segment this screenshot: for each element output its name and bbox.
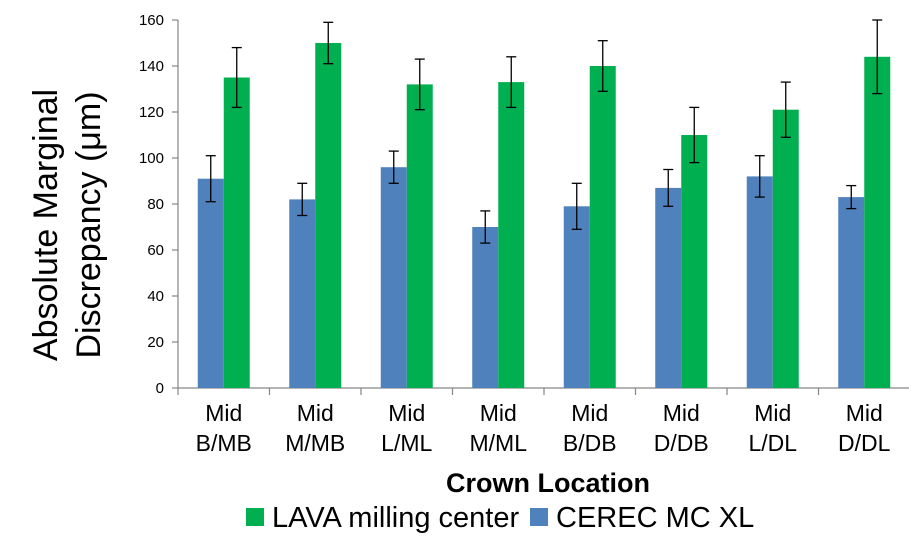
x-axis-label: Crown Location (446, 468, 650, 498)
x-category-label: Mid (297, 400, 334, 426)
legend: LAVA milling center CEREC MC XL (246, 502, 754, 534)
error-bar (506, 56, 517, 109)
bar-cerec (472, 227, 499, 388)
x-category-label: Mid (571, 400, 608, 426)
y-axis-label-line-1: Absolute Marginal (27, 89, 65, 361)
y-tick-label: 80 (147, 196, 164, 213)
x-category-label: L/ML (381, 430, 432, 456)
bar-lava (864, 56, 891, 389)
x-category-label: L/DL (748, 430, 797, 456)
bar-cerec (289, 199, 316, 388)
bar-lava (498, 82, 525, 388)
x-category-label: D/DB (654, 430, 709, 456)
y-axis-label: Absolute Marginal Discrepancy (μm) (27, 89, 108, 361)
x-category-label: Mid (846, 400, 883, 426)
y-tick-label: 20 (147, 334, 164, 351)
x-category-label: Mid (663, 400, 700, 426)
bar-lava (681, 135, 708, 388)
bar-lava (772, 109, 799, 388)
bar-cerec (563, 206, 590, 388)
error-bar (689, 106, 700, 164)
y-tick-label: 60 (147, 242, 164, 259)
error-bar (205, 155, 216, 203)
legend-label: LAVA milling center (272, 502, 519, 534)
error-bar (414, 58, 425, 111)
bar-cerec (655, 187, 682, 388)
error-bar (663, 168, 674, 207)
error-bar (231, 46, 242, 109)
y-tick-label: 0 (156, 380, 164, 397)
x-category-label: M/ML (470, 430, 528, 456)
y-tick-label: 140 (139, 58, 164, 75)
bar-cerec (197, 178, 224, 388)
x-category-labels: Mid B/MB Mid M/MB Mid L/ML Mid M/ML Mid B/DB Mid D/… (196, 400, 891, 456)
y-tick-label: 120 (139, 104, 164, 121)
bars (197, 19, 891, 389)
x-category-label: Mid (480, 400, 517, 426)
error-bar (754, 155, 765, 198)
error-bar (480, 210, 491, 244)
bar-lava (223, 77, 250, 388)
error-bar (297, 182, 308, 217)
y-tick-label: 100 (139, 150, 164, 167)
y-axis-label-line-2: Discrepancy (μm) (70, 91, 108, 358)
legend-label: CEREC MC XL (556, 502, 754, 534)
error-bar (597, 40, 608, 92)
error-bar (780, 81, 791, 138)
bar-lava (315, 43, 342, 388)
bar-lava (589, 66, 616, 388)
legend-swatch (246, 508, 264, 526)
bar-lava (406, 84, 433, 389)
y-tick-label: 160 (139, 12, 164, 29)
error-bar (388, 150, 399, 184)
x-category-label: D/DL (838, 430, 891, 456)
error-bar (872, 19, 883, 95)
bar-cerec (380, 167, 407, 388)
bar-cerec (838, 197, 865, 388)
x-category-label: Mid (205, 400, 242, 426)
x-category-label: Mid (388, 400, 425, 426)
error-bar (846, 184, 857, 210)
legend-swatch (530, 508, 548, 526)
x-category-label: Mid (754, 400, 791, 426)
error-bar (571, 182, 582, 230)
x-category-label: B/DB (563, 430, 617, 456)
x-category-label: B/MB (196, 430, 252, 456)
x-category-label: M/MB (285, 430, 345, 456)
y-tick-label: 40 (147, 288, 164, 305)
bar-cerec (746, 176, 773, 388)
error-bar (323, 21, 334, 65)
